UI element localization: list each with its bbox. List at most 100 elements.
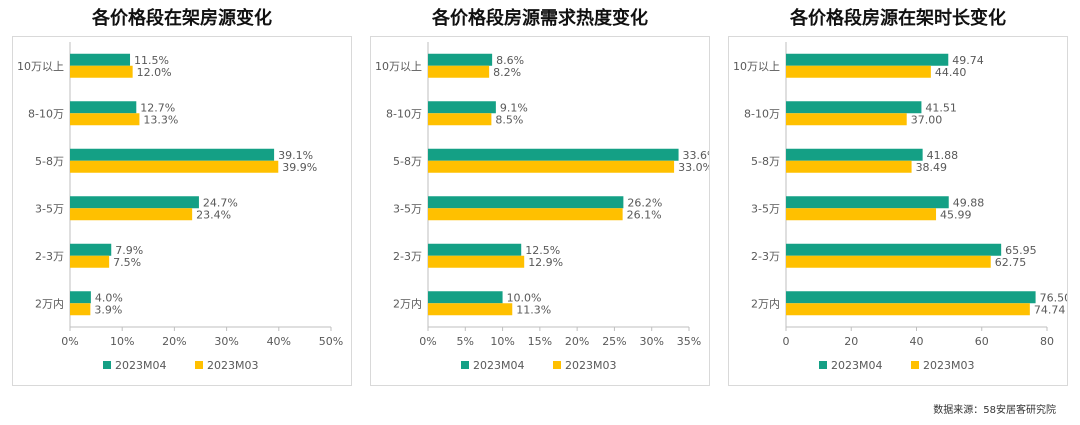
chart-svg-1: 0% 10% 20% 30% 40% 50% 10万以上 11.5%12.0% 8-10万 12.… [17, 42, 343, 372]
data-label: 3.9% [94, 303, 122, 316]
bar-2023M04 [786, 291, 1036, 304]
bar-2023M03 [786, 65, 931, 78]
x-tick-label: 0% [61, 335, 78, 348]
bar-2023M03 [428, 208, 623, 221]
bar-2023M03 [70, 303, 91, 316]
category-label: 5-8万 [35, 155, 64, 168]
category-label: 2万内 [35, 296, 64, 310]
x-tick-label: 20% [162, 335, 186, 348]
legend-swatch [819, 361, 827, 369]
bar-2023M04 [70, 243, 112, 256]
data-label: 74.74 [1034, 303, 1066, 316]
category-label: 10万以上 [733, 60, 780, 73]
data-label: 12.0% [137, 66, 172, 79]
data-label: 8.2% [493, 66, 521, 79]
legend-swatch [195, 361, 203, 369]
x-tick-label: 5% [457, 335, 474, 348]
bar-2023M04 [70, 196, 199, 209]
data-label: 12.9% [528, 256, 563, 269]
category-label: 8-10万 [744, 107, 780, 120]
bar-2023M03 [70, 65, 133, 78]
bar-2023M03 [786, 255, 991, 268]
bar-2023M03 [70, 208, 193, 221]
x-tick-label: 10% [490, 335, 514, 348]
data-label: 11.3% [516, 303, 551, 316]
data-label: 41.51 [925, 101, 957, 114]
bar-2023M03 [786, 160, 912, 173]
category-label: 3-5万 [393, 202, 422, 215]
bar-2023M04 [428, 196, 624, 209]
data-label: 41.88 [927, 149, 959, 162]
bar-2023M03 [428, 65, 490, 78]
bar-2023M03 [786, 208, 937, 221]
category-label: 8-10万 [28, 107, 64, 120]
data-label: 49.88 [953, 196, 985, 209]
legend-swatch [553, 361, 561, 369]
data-label: 9.1% [500, 101, 528, 114]
legend-swatch [103, 361, 111, 369]
bar-2023M04 [786, 196, 949, 209]
legend-label: 2023M03 [565, 359, 616, 372]
category-label: 8-10万 [386, 107, 422, 120]
x-tick-label: 30% [639, 335, 663, 348]
x-tick-label: 35% [677, 335, 701, 348]
bar-2023M04 [428, 291, 503, 304]
category-label: 3-5万 [751, 202, 780, 215]
data-label: 10.0% [507, 291, 542, 304]
legend-swatch [911, 361, 919, 369]
category-label: 3-5万 [35, 202, 64, 215]
data-label: 23.4% [196, 208, 231, 221]
bar-2023M04 [428, 101, 496, 114]
bar-2023M04 [70, 148, 275, 161]
category-label: 5-8万 [393, 155, 422, 168]
legend-label: 2023M04 [831, 359, 882, 372]
bar-2023M04 [786, 243, 1002, 256]
bar-2023M04 [428, 53, 493, 66]
bar-2023M04 [786, 148, 923, 161]
data-label: 12.7% [140, 101, 175, 114]
chart-title-1: 各价格段在架房源变化 [92, 8, 272, 29]
data-label: 8.6% [496, 54, 524, 67]
chart-title-3: 各价格段房源在架时长变化 [790, 8, 1006, 29]
data-label: 26.1% [627, 208, 662, 221]
chart-panel-3: 0 20 40 60 80 10万以上 49.74 44.40 8-10万 41.51 37.00 5… [728, 36, 1071, 386]
chart-title-2: 各价格段房源需求热度变化 [432, 8, 648, 29]
data-label: 4.0% [95, 291, 123, 304]
bar-2023M04 [786, 101, 922, 114]
x-tick-label: 0 [783, 335, 790, 348]
x-tick-label: 0% [419, 335, 436, 348]
chart-panel-2: 0% 5% 10% 15% 20% 25% 30% 35% 10万以上 8.6% 8.2% 8-10万… [370, 36, 718, 386]
category-label: 2-3万 [393, 250, 422, 263]
x-tick-label: 40% [267, 335, 291, 348]
legend-label: 2023M03 [207, 359, 258, 372]
category-label: 2-3万 [35, 250, 64, 263]
data-label: 7.5% [113, 256, 141, 269]
x-tick-label: 10% [110, 335, 134, 348]
bar-2023M03 [786, 303, 1030, 316]
data-label: 24.7% [203, 196, 238, 209]
bar-2023M03 [428, 255, 525, 268]
data-label: 33.0% [678, 161, 709, 174]
category-label: 2-3万 [751, 250, 780, 263]
data-label: 38.49 [916, 161, 948, 174]
bar-2023M03 [70, 160, 279, 173]
data-label: 26.2% [627, 196, 662, 209]
legend-label: 2023M04 [473, 359, 524, 372]
category-label: 10万以上 [375, 60, 422, 73]
data-label: 39.9% [282, 161, 317, 174]
bar-2023M04 [428, 243, 522, 256]
legend-swatch [461, 361, 469, 369]
data-label: 8.5% [495, 113, 523, 126]
category-label: 2万内 [751, 296, 780, 310]
data-label: 65.95 [1005, 244, 1037, 257]
source-note: 数据来源：58安居客研究院 [933, 405, 1056, 416]
data-label: 11.5% [134, 54, 169, 67]
bar-2023M04 [70, 53, 131, 66]
category-label: 5-8万 [751, 155, 780, 168]
bar-2023M04 [786, 53, 949, 66]
data-label: 76.50 [1040, 291, 1067, 304]
x-tick-label: 80 [1040, 335, 1054, 348]
data-label: 44.40 [935, 66, 967, 79]
legend-label: 2023M03 [923, 359, 974, 372]
data-label: 62.75 [995, 256, 1027, 269]
